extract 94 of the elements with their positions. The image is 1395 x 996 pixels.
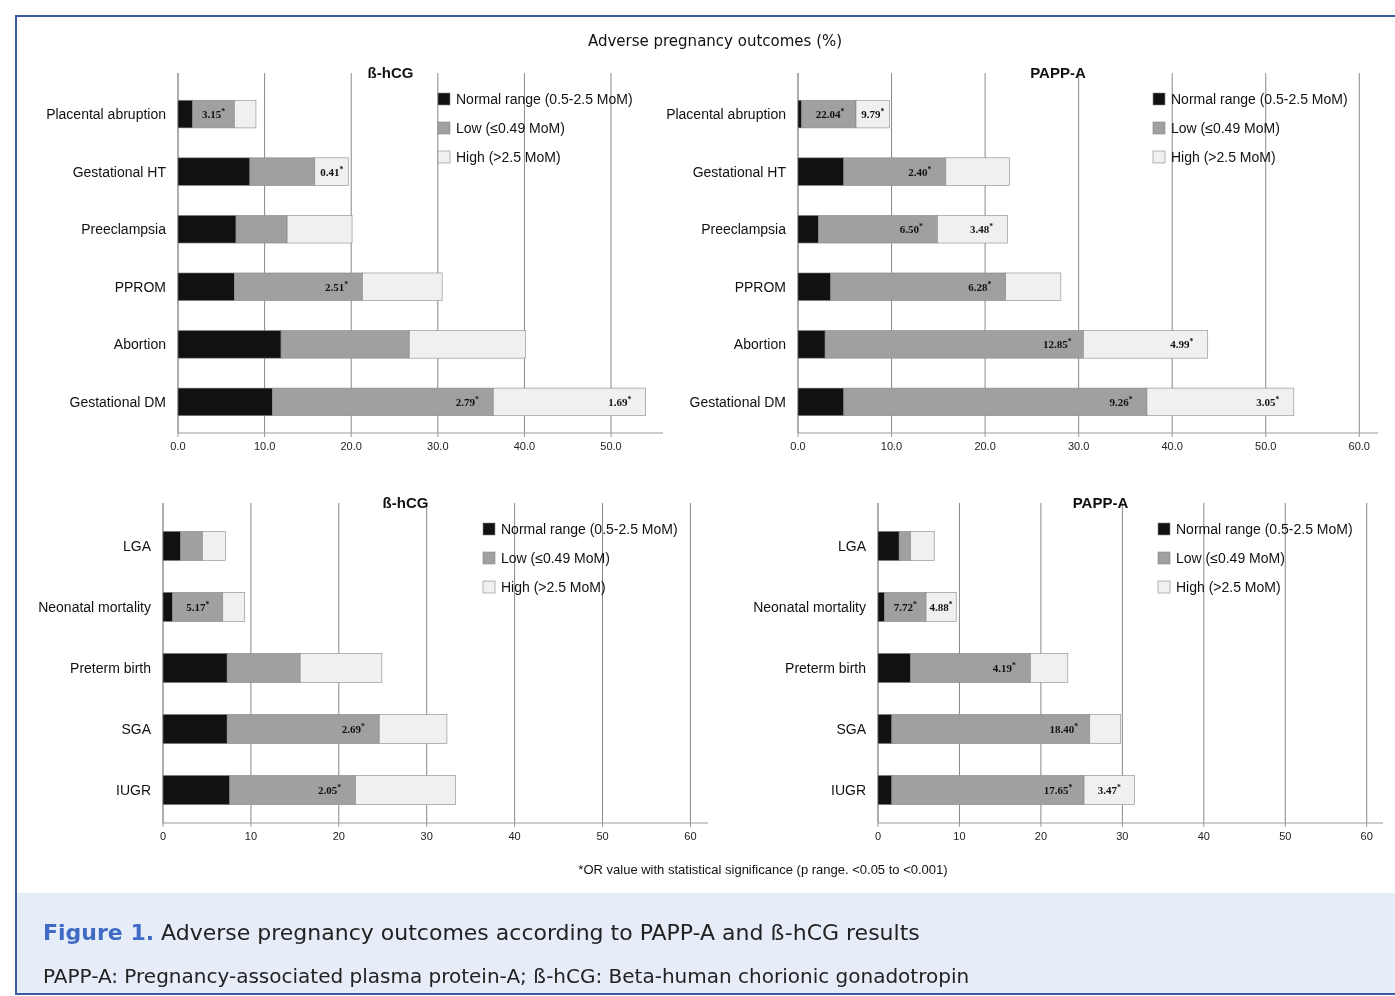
y-tick-label: Neonatal mortality bbox=[38, 598, 151, 615]
annotation: 17.65$^{*}$ bbox=[1043, 782, 1073, 797]
y-tick-label: Gestational DM bbox=[69, 393, 166, 410]
x-tick-label: 10.0 bbox=[880, 440, 903, 452]
x-tick-label: 30.0 bbox=[427, 440, 449, 452]
y-tick-label: PPROM bbox=[114, 278, 166, 295]
x-tick-label: 60.0 bbox=[1348, 440, 1370, 452]
x-tick-label: 40 bbox=[508, 830, 521, 842]
annotation: 2.69$^{*}$ bbox=[341, 721, 365, 736]
y-tick-label: Gestational DM bbox=[689, 393, 786, 410]
annotation: 6.50$^{*}$ bbox=[899, 221, 924, 236]
y-tick-label: LGA bbox=[837, 537, 867, 554]
annotation: 12.85$^{*}$ bbox=[1043, 336, 1072, 351]
annotation: 2.79$^{*}$ bbox=[455, 394, 479, 408]
legend-label: Low (≤0.49 MoM) bbox=[456, 120, 565, 136]
x-tick-label: 30.0 bbox=[1067, 440, 1090, 452]
x-tick-label: 10 bbox=[244, 830, 258, 842]
legend-label: Low (≤0.49 MoM) bbox=[1176, 550, 1285, 566]
x-tick-label: 20 bbox=[1034, 830, 1048, 842]
x-tick-label: 30 bbox=[420, 830, 433, 842]
annotation: 7.72$^{*}$ bbox=[893, 599, 917, 613]
annotation: 4.19$^{*}$ bbox=[992, 660, 1017, 674]
legend-label: Normal range (0.5-2.5 MoM) bbox=[501, 521, 678, 537]
x-tick-label: 30 bbox=[1116, 830, 1129, 842]
x-tick-label: 10 bbox=[953, 830, 966, 842]
text: PAPP-A: Pregnancy-associated plasma protein-A; ß-hCG: Beta-human chorionic gonadotropin bbox=[43, 964, 970, 988]
y-tick-label: Placental abruption bbox=[666, 106, 786, 123]
x-tick-label: 0 bbox=[874, 830, 882, 842]
annotation: 18.40$^{*}$ bbox=[1049, 721, 1079, 736]
x-tick-label: 60 bbox=[684, 830, 697, 842]
legend-label: Normal range (0.5-2.5 MoM) bbox=[1171, 91, 1348, 107]
annotation: 3.05$^{*}$ bbox=[1256, 394, 1280, 408]
y-tick-label: IUGR bbox=[831, 782, 866, 799]
y-tick-label: Abortion bbox=[113, 336, 166, 353]
annotation: 4.88$^{*}$ bbox=[929, 599, 953, 613]
y-tick-label: Preeclampsia bbox=[701, 221, 787, 238]
annotation: 2.05$^{*}$ bbox=[317, 782, 342, 797]
y-tick-label: Gestational HT bbox=[692, 163, 787, 180]
legend-label: Low (≤0.49 MoM) bbox=[1171, 120, 1280, 136]
chart-title: ß-hCG bbox=[382, 494, 429, 511]
text: Adverse pregnancy outcomes (%) bbox=[587, 32, 843, 50]
legend-label: High (>2.5 MoM) bbox=[1171, 149, 1276, 165]
legend-label: Normal range (0.5-2.5 MoM) bbox=[456, 91, 633, 107]
annotation: 1.69$^{*}$ bbox=[608, 394, 632, 408]
annotation: 5.17$^{*}$ bbox=[186, 599, 210, 613]
annotation: 9.79$^{*}$ bbox=[861, 106, 885, 121]
legend-label: Normal range (0.5-2.5 MoM) bbox=[1176, 521, 1353, 537]
legend-label: High (>2.5 MoM) bbox=[1176, 579, 1281, 595]
annotation: 22.04$^{*}$ bbox=[815, 106, 845, 121]
x-tick-label: 50.0 bbox=[600, 440, 622, 452]
y-tick-label: Abortion bbox=[733, 336, 786, 353]
annotation: 3.47$^{*}$ bbox=[1097, 782, 1122, 797]
legend-label: High (>2.5 MoM) bbox=[456, 149, 561, 165]
annotation: 6.28$^{*}$ bbox=[968, 279, 992, 293]
annotation: 4.99$^{*}$ bbox=[1170, 336, 1194, 351]
x-tick-label: 0.0 bbox=[170, 440, 186, 452]
annotation: 2.51$^{*}$ bbox=[324, 279, 349, 293]
y-tick-label: IUGR bbox=[116, 782, 151, 799]
y-tick-label: Preterm birth bbox=[785, 660, 866, 676]
x-tick-label: 10.0 bbox=[253, 440, 276, 452]
annotation: 2.40$^{*}$ bbox=[908, 164, 932, 178]
x-tick-label: 20.0 bbox=[340, 440, 362, 452]
y-tick-label: SGA bbox=[836, 721, 867, 738]
y-tick-label: LGA bbox=[122, 537, 152, 554]
y-tick-label: Placental abruption bbox=[46, 106, 166, 123]
y-tick-label: PPROM bbox=[734, 278, 786, 295]
x-tick-label: 0.0 bbox=[790, 440, 806, 452]
annotation: 9.26$^{*}$ bbox=[1109, 394, 1133, 408]
y-tick-label: Preeclampsia bbox=[81, 221, 167, 238]
annotation: 0.41$^{*}$ bbox=[320, 164, 344, 178]
x-tick-label: 20.0 bbox=[974, 440, 996, 452]
y-tick-label: Neonatal mortality bbox=[753, 598, 866, 615]
caption: Figure 1. bbox=[43, 920, 155, 945]
x-tick-label: 50 bbox=[1279, 830, 1292, 842]
chart-title: PAPP-A bbox=[1072, 494, 1129, 511]
x-tick-label: 20 bbox=[332, 830, 345, 842]
annotation: 3.48$^{*}$ bbox=[970, 221, 994, 236]
y-tick-label: SGA bbox=[121, 721, 152, 738]
x-tick-label: 50.0 bbox=[1255, 440, 1277, 452]
x-tick-label: 50 bbox=[596, 830, 609, 842]
x-tick-label: 0 bbox=[159, 830, 167, 842]
y-tick-label: Gestational HT bbox=[72, 163, 167, 180]
y-tick-label: Preterm birth bbox=[70, 660, 151, 676]
text: *OR value with statistical significance (p range. <0.05 to <0.001) bbox=[578, 862, 948, 877]
x-tick-label: 40 bbox=[1197, 830, 1210, 842]
text: Adverse pregnancy outcomes according to PAPP-A and ß-hCG results bbox=[154, 920, 920, 945]
chart-title: ß-hCG bbox=[367, 64, 414, 81]
x-tick-label: 40.0 bbox=[513, 440, 536, 452]
chart-title: PAPP-A bbox=[1030, 64, 1086, 81]
x-tick-label: 60 bbox=[1360, 830, 1373, 842]
legend-label: Low (≤0.49 MoM) bbox=[501, 550, 610, 566]
legend-label: High (>2.5 MoM) bbox=[501, 579, 606, 595]
annotation: 3.15$^{*}$ bbox=[201, 106, 226, 121]
x-tick-label: 40.0 bbox=[1161, 440, 1183, 452]
